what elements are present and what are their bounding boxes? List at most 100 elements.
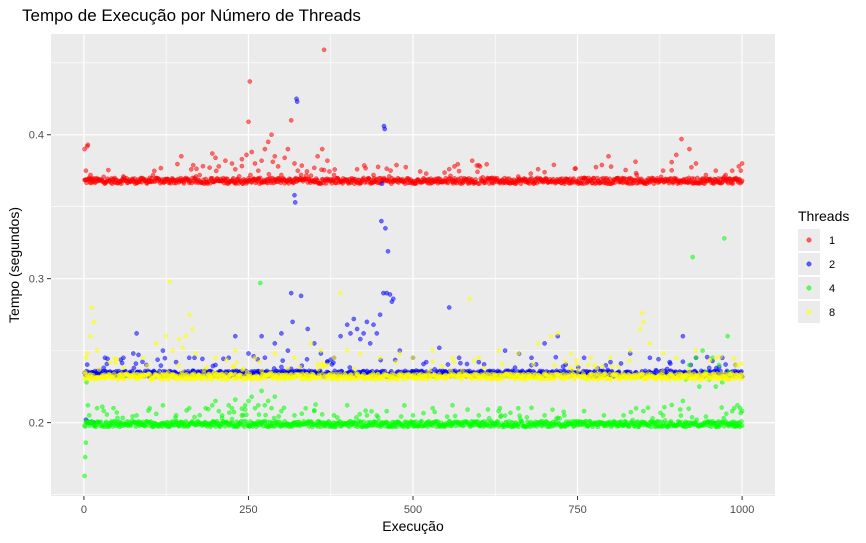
data-point [213,355,218,361]
data-point [308,341,314,346]
data-point [140,355,146,361]
data-point [259,158,264,163]
data-point [121,355,126,361]
data-point [730,181,736,186]
data-point [588,355,594,361]
data-point [160,348,166,353]
data-point [594,365,599,371]
data-point [209,402,215,408]
data-point [623,167,628,173]
data-point [516,174,521,179]
data-point [240,366,246,372]
data-point [227,410,232,416]
data-point [700,348,705,353]
data-point [200,356,205,362]
data-point [446,305,452,310]
data-point [257,359,262,365]
data-point [456,355,462,361]
data-point [357,336,363,342]
data-point [279,408,284,414]
data-point [633,405,639,411]
data-point [280,358,286,363]
data-point [101,365,106,371]
data-point [213,155,218,161]
data-point [106,167,111,173]
data-point [315,153,320,159]
data-point [292,413,297,418]
data-point [476,359,482,365]
data-point [371,172,376,178]
data-point [637,326,643,332]
data-point [331,413,337,418]
data-point [361,331,366,336]
data-point [321,167,327,173]
data-point [186,405,192,411]
data-point [130,414,135,419]
data-point [621,413,626,418]
data-point [502,348,508,353]
data-point [357,351,363,356]
data-point [383,225,388,231]
data-point [739,419,744,424]
data-point [660,413,666,418]
data-point [252,161,258,166]
data-point [445,362,451,367]
data-point [739,161,745,166]
data-point [255,402,261,408]
data-point [535,166,541,172]
data-point [656,356,661,362]
x-axis-title: Execução [382,518,444,534]
data-point [229,416,235,422]
data-points [82,47,745,479]
data-point [190,326,195,332]
data-point [542,169,547,175]
data-point [739,178,745,183]
data-point [678,413,684,418]
x-axis-ticks: 0 250 500 750 1000 [81,496,754,516]
data-point [662,404,667,410]
data-point [331,355,337,361]
data-point [216,408,222,414]
data-point [352,366,357,372]
data-point [288,290,294,296]
data-point [524,414,530,420]
data-point [107,359,113,365]
data-point [647,355,653,361]
data-point [178,153,184,159]
data-point [729,168,735,173]
data-point [382,126,388,132]
data-point [616,364,621,370]
data-point [91,319,97,325]
data-point [731,405,737,411]
data-point [364,319,370,325]
data-point [147,175,152,181]
data-point [298,293,304,299]
data-point [216,164,222,169]
data-point [252,405,258,411]
data-point [444,414,450,419]
data-point [489,175,495,181]
data-point [121,365,126,371]
data-point [722,236,727,241]
data-point [269,405,274,411]
data-point [294,99,300,104]
data-point [528,171,534,176]
data-point [697,384,702,389]
legend-key-1 [806,237,812,243]
data-point [269,132,274,137]
data-point [476,355,482,361]
data-point [247,79,253,84]
data-point [371,322,376,328]
data-point [85,142,91,148]
data-point [229,405,235,411]
data-point [608,164,614,169]
data-point [313,402,318,407]
data-point [628,409,634,415]
data-point [186,312,192,318]
data-point [550,407,555,413]
data-point [627,358,632,364]
data-point [369,408,374,414]
data-point [423,359,429,365]
data-point [436,345,442,351]
